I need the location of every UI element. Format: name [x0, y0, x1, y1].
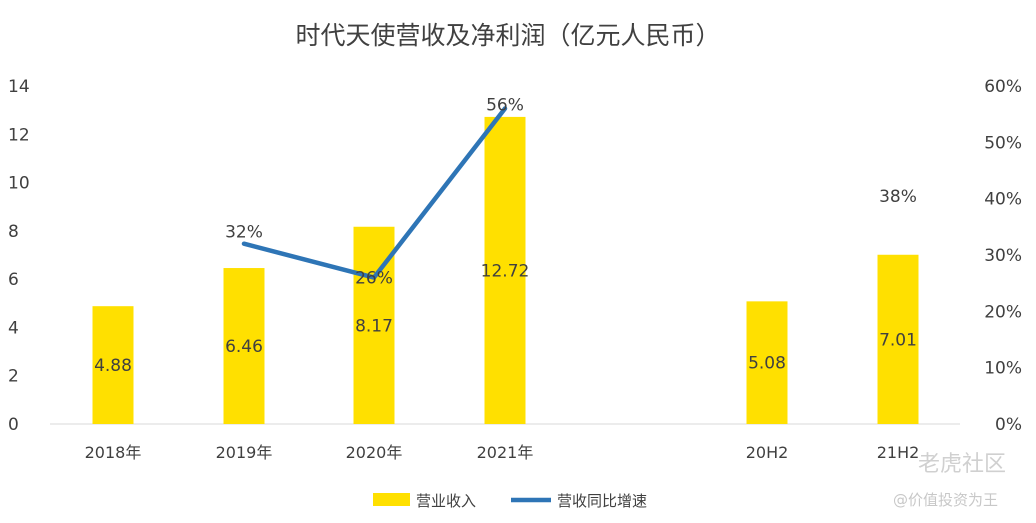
growth-line-segment: [241, 106, 508, 280]
right-axis: 0% 10% 20% 30% 40% 50% 60%: [984, 77, 1022, 435]
x-tick-label: 21H2: [877, 443, 920, 462]
y-right-tick-label: 50%: [984, 133, 1022, 153]
bar-data-label: 7.01: [879, 330, 917, 350]
y-left-tick-label: 6: [8, 270, 19, 290]
bar-revenue: [877, 254, 919, 424]
bar-data-label: 12.72: [481, 261, 530, 281]
bar-data-label: 5.08: [748, 354, 786, 374]
bar-data-label: 8.17: [355, 316, 393, 336]
y-left-tick-label: 8: [8, 222, 19, 242]
x-tick-label: 2020年: [346, 443, 403, 462]
y-right-tick-label: 40%: [984, 190, 1022, 210]
legend-swatch-revenue: [373, 493, 410, 506]
watermark-logo-text: 老虎社区: [918, 452, 1006, 477]
watermark: 老虎社区 @价值投资为王: [893, 452, 1006, 509]
legend-label-revenue: 营业收入: [416, 492, 476, 510]
y-right-tick-label: 0%: [995, 415, 1022, 435]
y-right-tick-label: 20%: [984, 302, 1022, 322]
y-right-tick-label: 10%: [984, 359, 1022, 379]
bar-revenue: [746, 301, 788, 424]
x-tick-label: 2019年: [216, 443, 273, 462]
bar-data-label: 6.46: [225, 337, 263, 357]
line-data-label: 56%: [486, 96, 524, 116]
line-series: [241, 106, 508, 280]
y-left-tick-label: 12: [8, 125, 30, 145]
line-data-label: 38%: [879, 187, 917, 207]
chart-title: 时代天使营收及净利润（亿元人民币）: [295, 21, 720, 50]
y-right-tick-label: 30%: [984, 246, 1022, 266]
bar-data-label: 4.88: [94, 356, 132, 376]
bar-revenue: [223, 268, 265, 424]
bar-revenue: [92, 306, 134, 424]
line-data-label: 26%: [355, 269, 393, 289]
legend: 营业收入 营收同比增速: [373, 492, 647, 510]
y-left-tick-label: 4: [8, 318, 19, 338]
bar-series: [92, 116, 919, 424]
x-tick-label: 2021年: [477, 443, 534, 462]
bar-revenue: [484, 116, 526, 424]
x-tick-label: 2018年: [85, 443, 142, 462]
y-left-tick-label: 14: [8, 77, 30, 97]
watermark-author: @价值投资为王: [893, 491, 998, 509]
legend-label-growth: 营收同比增速: [557, 492, 647, 510]
y-left-tick-label: 10: [8, 174, 30, 194]
y-right-tick-label: 60%: [984, 77, 1022, 97]
left-axis: 0 2 4 6 8 10 12 14: [8, 77, 960, 435]
line-data-label: 32%: [225, 223, 263, 243]
x-tick-label: 20H2: [746, 443, 789, 462]
data-labels: 4.88 6.46 8.17 12.72 5.08 7.01 32% 26% 56% 38%: [94, 96, 917, 377]
x-axis: 2018年 2019年 2020年 2021年 20H2 21H2: [85, 443, 920, 462]
y-left-tick-label: 0: [8, 415, 19, 435]
y-left-tick-label: 2: [8, 367, 19, 387]
